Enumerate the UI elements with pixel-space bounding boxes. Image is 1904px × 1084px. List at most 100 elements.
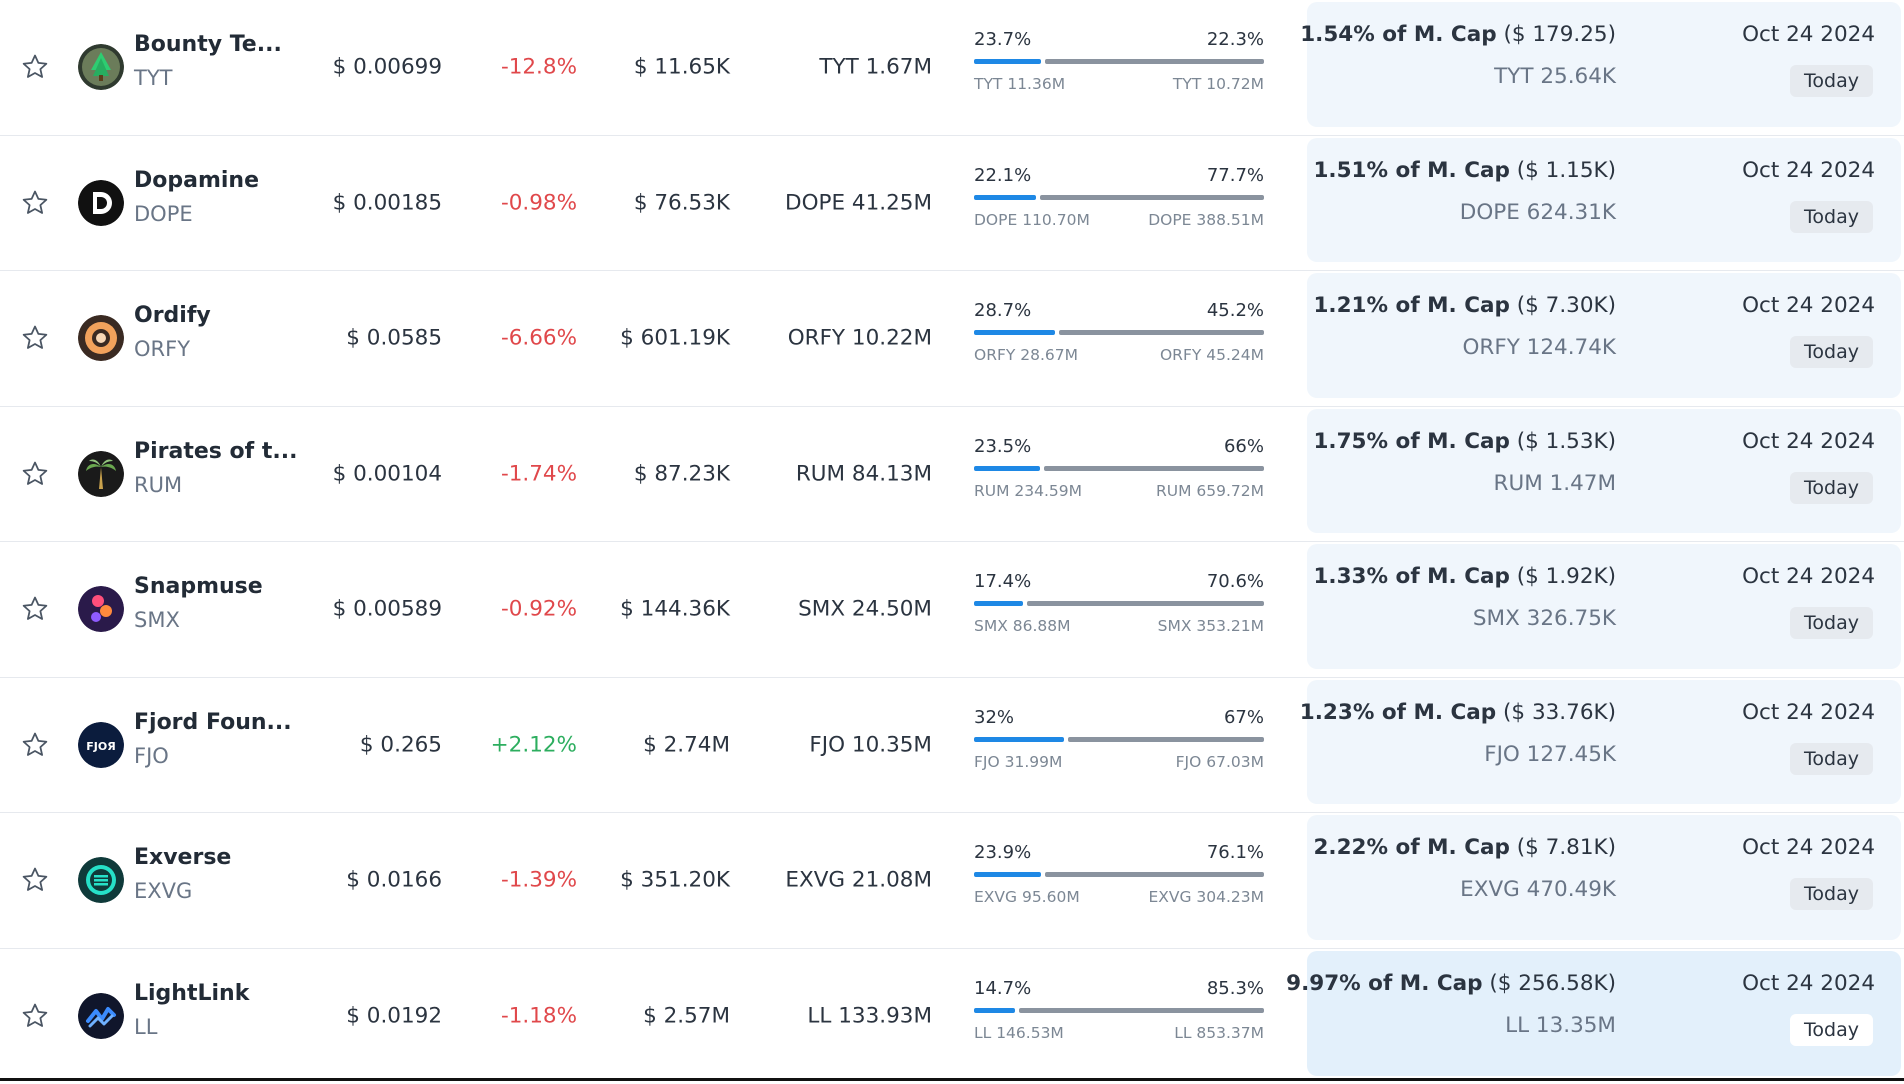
- unlock-date: Oct 24 2024: [1742, 22, 1875, 47]
- token-symbol: FJO: [134, 744, 169, 768]
- token-name[interactable]: Fjord Foun...: [134, 710, 292, 735]
- mcap-percent: 1.54% of M. Cap: [1300, 22, 1496, 47]
- price-change: -0.98%: [501, 190, 577, 215]
- circulating-supply: EXVG 21.08M: [785, 868, 932, 893]
- mcap-percent: 2.22% of M. Cap: [1313, 835, 1509, 860]
- unlocked-amount: DOPE 110.70M: [974, 211, 1090, 229]
- locked-amount: SMX 353.21M: [1158, 617, 1264, 635]
- next-unlock-panel[interactable]: 1.21% of M. Cap ($ 7.30K) ORFY 124.74K O…: [1307, 273, 1901, 398]
- unlock-market-cap: 1.33% of M. Cap ($ 1.92K): [1313, 564, 1616, 589]
- today-badge[interactable]: Today: [1790, 607, 1873, 639]
- mcap-usd: ($ 33.76K): [1503, 700, 1616, 725]
- unlock-progress: 23.7% 22.3% TYT 11.36M TYT 10.72M: [974, 0, 1264, 135]
- progress-bar-unlocked: [974, 601, 1023, 606]
- today-badge[interactable]: Today: [1790, 743, 1873, 775]
- circulating-supply: DOPE 41.25M: [785, 190, 932, 215]
- circulating-supply: SMX 24.50M: [798, 597, 932, 622]
- circulating-supply: TYT 1.67M: [819, 55, 932, 80]
- trading-volume: $ 2.74M: [643, 732, 730, 757]
- locked-percent: 45.2%: [1207, 300, 1264, 321]
- today-badge[interactable]: Today: [1790, 65, 1873, 97]
- table-row[interactable]: Exverse EXVG $ 0.0166 -1.39% $ 351.20K E…: [0, 813, 1904, 949]
- token-price: $ 0.00104: [333, 461, 442, 486]
- unlock-amount: FJO 127.45K: [1484, 742, 1616, 767]
- unlock-market-cap: 1.23% of M. Cap ($ 33.76K): [1300, 700, 1616, 725]
- unlocked-amount: LL 146.53M: [974, 1024, 1064, 1042]
- token-price: $ 0.00589: [333, 597, 442, 622]
- price-change: -6.66%: [501, 326, 577, 351]
- today-badge[interactable]: Today: [1790, 1014, 1873, 1046]
- unlock-date: Oct 24 2024: [1742, 835, 1875, 860]
- next-unlock-panel[interactable]: 1.23% of M. Cap ($ 33.76K) FJO 127.45K O…: [1307, 680, 1901, 805]
- locked-amount: EXVG 304.23M: [1148, 888, 1264, 906]
- locked-percent: 77.7%: [1207, 165, 1264, 186]
- next-unlock-panel[interactable]: 1.75% of M. Cap ($ 1.53K) RUM 1.47M Oct …: [1307, 409, 1901, 534]
- today-badge[interactable]: Today: [1790, 472, 1873, 504]
- unlock-amount: EXVG 470.49K: [1460, 877, 1616, 902]
- next-unlock-panel[interactable]: 1.51% of M. Cap ($ 1.15K) DOPE 624.31K O…: [1307, 138, 1901, 263]
- token-name[interactable]: Ordify: [134, 303, 211, 328]
- progress-bar-unlocked: [974, 1008, 1015, 1013]
- unlocked-percent: 23.7%: [974, 29, 1031, 50]
- token-price: $ 0.0192: [346, 1004, 442, 1029]
- table-row[interactable]: LightLink LL $ 0.0192 -1.18% $ 2.57M LL …: [0, 949, 1904, 1084]
- unlocked-amount: TYT 11.36M: [974, 75, 1065, 93]
- favorite-star-icon[interactable]: [20, 594, 50, 624]
- exverse-logo: [78, 857, 124, 903]
- token-name[interactable]: Bounty Te...: [134, 32, 282, 57]
- table-row[interactable]: Snapmuse SMX $ 0.00589 -0.92% $ 144.36K …: [0, 542, 1904, 678]
- locked-amount: TYT 10.72M: [1173, 75, 1264, 93]
- unlocked-amount: EXVG 95.60M: [974, 888, 1080, 906]
- unlocked-percent: 14.7%: [974, 978, 1031, 999]
- token-price: $ 0.0166: [346, 868, 442, 893]
- locked-percent: 22.3%: [1207, 29, 1264, 50]
- progress-bar: [974, 737, 1264, 742]
- table-row[interactable]: Ordify ORFY $ 0.0585 -6.66% $ 601.19K OR…: [0, 271, 1904, 407]
- progress-bar: [974, 330, 1264, 335]
- circulating-supply: LL 133.93M: [807, 1004, 932, 1029]
- lightlink-logo: [78, 993, 124, 1039]
- table-row[interactable]: FJOЯ Fjord Foun... FJO $ 0.265 +2.12% $ …: [0, 678, 1904, 814]
- favorite-star-icon[interactable]: [20, 865, 50, 895]
- token-name[interactable]: LightLink: [134, 981, 249, 1006]
- price-change: -1.39%: [501, 868, 577, 893]
- favorite-star-icon[interactable]: [20, 459, 50, 489]
- trading-volume: $ 76.53K: [634, 190, 730, 215]
- favorite-star-icon[interactable]: [20, 730, 50, 760]
- table-row[interactable]: Dopamine DOPE $ 0.00185 -0.98% $ 76.53K …: [0, 136, 1904, 272]
- progress-bar: [974, 601, 1264, 606]
- next-unlock-panel[interactable]: 2.22% of M. Cap ($ 7.81K) EXVG 470.49K O…: [1307, 815, 1901, 940]
- token-name[interactable]: Snapmuse: [134, 574, 263, 599]
- token-price: $ 0.00185: [333, 190, 442, 215]
- svg-text:FJOЯ: FJOЯ: [86, 740, 115, 753]
- unlock-progress: 23.5% 66% RUM 234.59M RUM 659.72M: [974, 407, 1264, 542]
- favorite-star-icon[interactable]: [20, 188, 50, 218]
- next-unlock-panel[interactable]: 1.33% of M. Cap ($ 1.92K) SMX 326.75K Oc…: [1307, 544, 1901, 669]
- unlocked-amount: SMX 86.88M: [974, 617, 1071, 635]
- unlock-progress: 14.7% 85.3% LL 146.53M LL 853.37M: [974, 949, 1264, 1084]
- token-symbol: LL: [134, 1015, 157, 1039]
- price-change: -12.8%: [501, 55, 577, 80]
- today-badge[interactable]: Today: [1790, 878, 1873, 910]
- favorite-star-icon[interactable]: [20, 52, 50, 82]
- next-unlock-panel[interactable]: 9.97% of M. Cap ($ 256.58K) LL 13.35M Oc…: [1307, 951, 1901, 1077]
- next-unlock-panel[interactable]: 1.54% of M. Cap ($ 179.25) TYT 25.64K Oc…: [1307, 2, 1901, 127]
- token-name[interactable]: Pirates of t...: [134, 439, 298, 464]
- favorite-star-icon[interactable]: [20, 1001, 50, 1031]
- today-badge[interactable]: Today: [1790, 336, 1873, 368]
- favorite-star-icon[interactable]: [20, 323, 50, 353]
- today-badge[interactable]: Today: [1790, 201, 1873, 233]
- unlock-amount: RUM 1.47M: [1494, 471, 1616, 496]
- price-change: -0.92%: [501, 597, 577, 622]
- locked-percent: 66%: [1224, 436, 1264, 457]
- table-row[interactable]: Pirates of t... RUM $ 0.00104 -1.74% $ 8…: [0, 407, 1904, 543]
- fjord-logo: FJOЯ: [78, 722, 124, 768]
- unlock-market-cap: 1.54% of M. Cap ($ 179.25): [1300, 22, 1616, 47]
- progress-bar-locked: [1044, 466, 1264, 471]
- trading-volume: $ 351.20K: [620, 868, 730, 893]
- token-name[interactable]: Dopamine: [134, 168, 259, 193]
- table-row[interactable]: Bounty Te... TYT $ 0.00699 -12.8% $ 11.6…: [0, 0, 1904, 136]
- token-name[interactable]: Exverse: [134, 845, 231, 870]
- unlock-market-cap: 1.75% of M. Cap ($ 1.53K): [1313, 429, 1616, 454]
